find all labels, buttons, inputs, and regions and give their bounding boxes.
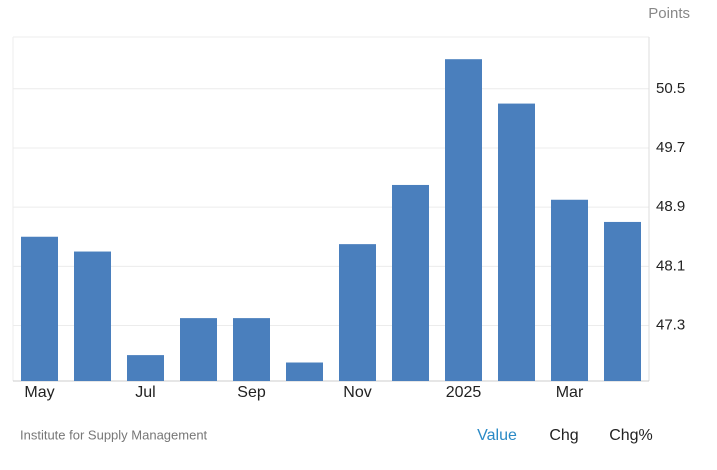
tab[interactable]: Value bbox=[477, 427, 517, 444]
bar bbox=[74, 251, 111, 381]
bar bbox=[180, 318, 217, 381]
y-tick-label: 48.1 bbox=[656, 257, 685, 274]
bar bbox=[21, 236, 58, 381]
tab[interactable]: Chg% bbox=[609, 427, 653, 444]
x-tick-label: Mar bbox=[556, 384, 584, 401]
source: Institute for Supply Management bbox=[20, 427, 208, 442]
bar bbox=[339, 244, 376, 381]
bar bbox=[286, 362, 323, 381]
bar bbox=[392, 184, 429, 381]
y-tick-label: 49.7 bbox=[656, 139, 685, 156]
bar bbox=[551, 199, 588, 381]
x-tick-label: Jul bbox=[135, 384, 155, 401]
x-tick-label: 2025 bbox=[446, 384, 482, 401]
y-tick-label: 47.3 bbox=[656, 316, 685, 333]
y-tick-label: 50.5 bbox=[656, 80, 685, 97]
bar bbox=[498, 103, 535, 382]
tab[interactable]: Chg bbox=[549, 427, 578, 444]
x-tick-label: May bbox=[24, 384, 54, 401]
bar bbox=[445, 59, 482, 382]
x-tick-label: Nov bbox=[343, 384, 371, 401]
y-tick-label: 48.9 bbox=[656, 198, 685, 215]
bar bbox=[604, 221, 641, 381]
x-tick-label: Sep bbox=[237, 384, 266, 401]
bar bbox=[233, 318, 270, 381]
y-axis-title: Points bbox=[648, 5, 690, 22]
bar bbox=[127, 355, 164, 381]
